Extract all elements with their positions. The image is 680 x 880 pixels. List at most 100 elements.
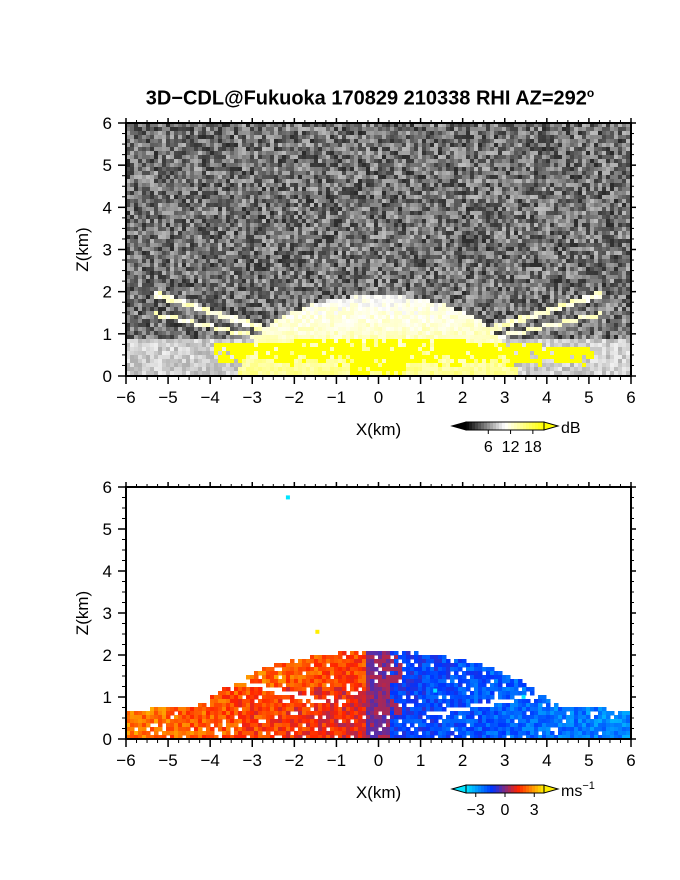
- backscatter-cell: [530, 175, 535, 180]
- backscatter-cell: [198, 175, 203, 180]
- backscatter-cell: [362, 227, 367, 232]
- backscatter-cell: [494, 159, 499, 164]
- backscatter-cell: [494, 211, 499, 216]
- backscatter-cell: [138, 171, 143, 176]
- backscatter-cell: [490, 199, 495, 204]
- backscatter-cell: [502, 231, 507, 236]
- backscatter-cell: [586, 127, 591, 132]
- backscatter-cell: [582, 267, 587, 272]
- backscatter-cell: [206, 251, 211, 256]
- backscatter-cell: [526, 267, 531, 272]
- backscatter-cell: [294, 191, 299, 196]
- backscatter-cell: [586, 151, 591, 156]
- backscatter-cell: [234, 239, 239, 244]
- backscatter-cell: [242, 227, 247, 232]
- backscatter-cell: [510, 223, 515, 228]
- backscatter-cell: [202, 279, 207, 284]
- backscatter-cell: [478, 207, 483, 212]
- backscatter-cell: [446, 199, 451, 204]
- backscatter-cell: [194, 171, 199, 176]
- backscatter-cell: [594, 143, 599, 148]
- backscatter-cell: [174, 183, 179, 188]
- backscatter-cell: [234, 271, 239, 276]
- backscatter-cell: [202, 247, 207, 252]
- backscatter-cell: [466, 199, 471, 204]
- backscatter-cell: [542, 263, 547, 268]
- backscatter-cell: [390, 271, 395, 276]
- backscatter-cell: [326, 275, 331, 280]
- backscatter-cell: [142, 183, 147, 188]
- backscatter-cell: [234, 191, 239, 196]
- backscatter-cell: [470, 199, 475, 204]
- backscatter-cell: [490, 223, 495, 228]
- backscatter-cell: [494, 123, 499, 128]
- backscatter-cell: [502, 215, 507, 220]
- backscatter-cell: [370, 191, 375, 196]
- backscatter-cell: [542, 183, 547, 188]
- backscatter-cell: [358, 239, 363, 244]
- backscatter-cell: [490, 155, 495, 160]
- backscatter-cell: [386, 275, 391, 280]
- backscatter-cell: [466, 267, 471, 272]
- backscatter-cell: [298, 199, 303, 204]
- backscatter-cell: [394, 159, 399, 164]
- backscatter-cell: [278, 243, 283, 248]
- backscatter-cell: [506, 167, 511, 172]
- backscatter-cell: [502, 275, 507, 280]
- backscatter-cell: [162, 123, 167, 128]
- backscatter-cell: [486, 271, 491, 276]
- backscatter-cell: [358, 191, 363, 196]
- backscatter-cell: [522, 135, 527, 140]
- backscatter-cell: [558, 143, 563, 148]
- backscatter-cell: [442, 143, 447, 148]
- backscatter-cell: [222, 123, 227, 128]
- backscatter-cell: [606, 159, 611, 164]
- backscatter-cell: [278, 223, 283, 228]
- backscatter-cell: [418, 203, 423, 208]
- backscatter-cell: [206, 139, 211, 144]
- backscatter-cell: [386, 235, 391, 240]
- backscatter-cell: [342, 175, 347, 180]
- backscatter-cell: [610, 159, 615, 164]
- backscatter-cell: [266, 195, 271, 200]
- backscatter-cell: [302, 275, 307, 280]
- backscatter-cell: [590, 127, 595, 132]
- backscatter-cell: [366, 227, 371, 232]
- backscatter-cell: [306, 211, 311, 216]
- backscatter-cell: [430, 227, 435, 232]
- backscatter-cell: [246, 243, 251, 248]
- backscatter-cell: [354, 239, 359, 244]
- backscatter-cell: [534, 227, 539, 232]
- backscatter-cell: [206, 123, 211, 128]
- backscatter-cell: [322, 259, 327, 264]
- backscatter-cell: [606, 175, 611, 180]
- backscatter-cell: [482, 207, 487, 212]
- backscatter-cell: [142, 175, 147, 180]
- backscatter-cell: [130, 243, 135, 248]
- backscatter-cell: [134, 279, 139, 284]
- backscatter-cell: [314, 247, 319, 252]
- backscatter-cell: [242, 143, 247, 148]
- backscatter-cell: [614, 235, 619, 240]
- backscatter-cell: [294, 183, 299, 188]
- backscatter-cell: [126, 151, 131, 156]
- backscatter-cell: [254, 131, 259, 136]
- backscatter-cell: [590, 223, 595, 228]
- backscatter-cell: [422, 147, 427, 152]
- backscatter-cell: [210, 139, 215, 144]
- backscatter-cell: [342, 147, 347, 152]
- backscatter-cell: [226, 183, 231, 188]
- backscatter-cell: [338, 179, 343, 184]
- backscatter-cell: [566, 183, 571, 188]
- backscatter-cell: [146, 251, 151, 256]
- backscatter-cell: [346, 155, 351, 160]
- backscatter-cell: [386, 215, 391, 220]
- backscatter-cell: [298, 171, 303, 176]
- backscatter-cell: [234, 139, 239, 144]
- backscatter-cell: [310, 139, 315, 144]
- backscatter-cell: [150, 247, 155, 252]
- backscatter-cell: [554, 123, 559, 128]
- backscatter-cell: [594, 247, 599, 252]
- backscatter-cell: [174, 167, 179, 172]
- backscatter-cell: [422, 251, 427, 256]
